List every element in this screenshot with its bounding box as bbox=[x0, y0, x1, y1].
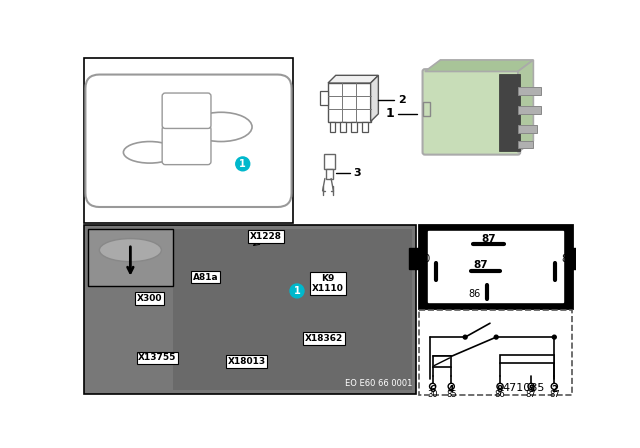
Bar bbox=[324, 154, 335, 169]
Bar bbox=[84, 58, 293, 223]
Circle shape bbox=[497, 383, 503, 389]
Bar bbox=[500, 355, 554, 362]
FancyBboxPatch shape bbox=[162, 126, 211, 165]
FancyBboxPatch shape bbox=[422, 69, 520, 155]
Text: X18013: X18013 bbox=[228, 357, 266, 366]
Text: K9
X1110: K9 X1110 bbox=[312, 274, 344, 293]
Ellipse shape bbox=[190, 112, 252, 142]
Text: 85: 85 bbox=[561, 254, 573, 263]
Text: 1: 1 bbox=[239, 159, 246, 169]
Circle shape bbox=[463, 335, 467, 339]
FancyBboxPatch shape bbox=[85, 74, 292, 207]
Text: 5: 5 bbox=[528, 385, 534, 394]
Bar bbox=[419, 225, 572, 308]
Bar bbox=[84, 225, 415, 394]
Bar bbox=[499, 74, 520, 151]
Bar bbox=[330, 121, 335, 132]
Bar bbox=[518, 125, 537, 133]
Text: 86: 86 bbox=[495, 390, 506, 399]
Text: EO E60 66 0001: EO E60 66 0001 bbox=[345, 379, 412, 388]
Text: 3: 3 bbox=[353, 168, 361, 178]
Bar bbox=[328, 83, 371, 121]
Bar bbox=[518, 87, 541, 95]
Text: 471085: 471085 bbox=[502, 383, 545, 392]
Bar bbox=[571, 248, 581, 269]
Bar bbox=[423, 102, 429, 116]
Polygon shape bbox=[518, 60, 533, 152]
Text: A81a: A81a bbox=[193, 272, 218, 281]
Text: 85: 85 bbox=[446, 390, 456, 399]
Text: 87: 87 bbox=[481, 233, 496, 244]
Bar bbox=[410, 248, 420, 269]
Bar bbox=[428, 231, 563, 302]
Circle shape bbox=[551, 383, 557, 389]
Bar bbox=[173, 228, 412, 390]
Text: 87: 87 bbox=[549, 390, 559, 399]
Text: X13755: X13755 bbox=[138, 353, 177, 362]
Text: 6: 6 bbox=[429, 385, 436, 394]
Text: 30: 30 bbox=[428, 390, 438, 399]
Text: 2: 2 bbox=[551, 385, 557, 394]
Bar bbox=[88, 228, 173, 286]
Circle shape bbox=[429, 383, 436, 389]
Text: 30: 30 bbox=[418, 254, 430, 263]
Circle shape bbox=[494, 335, 498, 339]
Bar bbox=[362, 121, 367, 132]
Circle shape bbox=[236, 157, 250, 171]
Bar bbox=[433, 356, 451, 367]
Bar bbox=[419, 310, 572, 395]
Text: 4: 4 bbox=[448, 385, 454, 394]
FancyBboxPatch shape bbox=[162, 93, 211, 129]
Text: 1: 1 bbox=[385, 108, 394, 121]
Text: 87: 87 bbox=[525, 390, 536, 399]
Text: X1228: X1228 bbox=[250, 232, 282, 241]
Polygon shape bbox=[371, 75, 378, 121]
Text: 87: 87 bbox=[474, 260, 488, 270]
Circle shape bbox=[448, 383, 454, 389]
Circle shape bbox=[290, 284, 304, 298]
Ellipse shape bbox=[124, 142, 176, 163]
Text: 8: 8 bbox=[497, 385, 503, 394]
Text: X300: X300 bbox=[137, 294, 163, 303]
Text: 1: 1 bbox=[294, 286, 300, 296]
Bar bbox=[518, 106, 541, 114]
Text: 86: 86 bbox=[468, 289, 481, 299]
Text: X18362: X18362 bbox=[305, 334, 343, 343]
Text: 2: 2 bbox=[397, 95, 406, 105]
Bar bbox=[518, 141, 533, 148]
Bar bbox=[326, 169, 333, 178]
Bar bbox=[340, 121, 346, 132]
Bar bbox=[320, 90, 328, 104]
Polygon shape bbox=[425, 60, 533, 72]
Ellipse shape bbox=[99, 238, 161, 262]
Bar bbox=[351, 121, 356, 132]
Circle shape bbox=[528, 383, 534, 389]
Circle shape bbox=[552, 335, 556, 339]
Polygon shape bbox=[328, 75, 378, 83]
